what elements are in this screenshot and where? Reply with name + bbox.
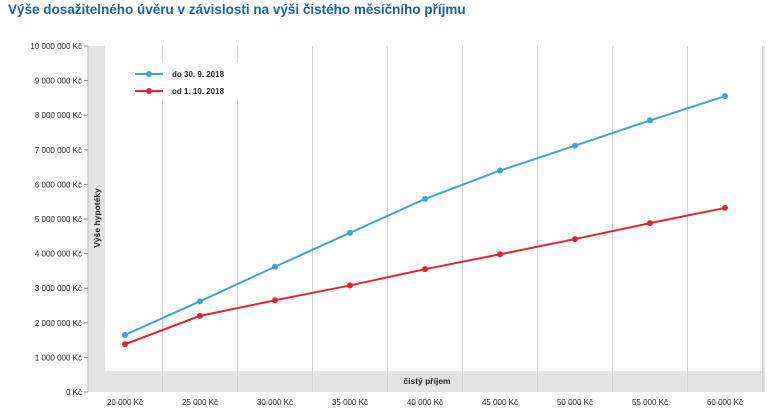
data-point xyxy=(122,341,128,348)
y-tick-label: 8 000 000 Kč xyxy=(35,111,82,120)
y-axis-title: Výše hypotéky xyxy=(92,188,102,248)
y-tick-label: 3 000 000 Kč xyxy=(35,284,82,293)
y-axis-band xyxy=(88,46,105,392)
data-point xyxy=(122,331,128,338)
x-axis-title: čistý příjem xyxy=(403,376,451,386)
y-tick-label: 10 000 000 Kč xyxy=(30,42,82,51)
data-point xyxy=(347,282,353,289)
y-axis: 0 Kč 1 000 000 Kč 2 000 000 Kč 3 000 000 Kč… xyxy=(30,42,88,397)
legend: do 30. 9. 2018 od 1. 10. 2018 xyxy=(127,63,247,101)
data-point xyxy=(422,266,428,273)
series-group xyxy=(122,93,728,348)
series-line-1 xyxy=(124,95,726,336)
x-tick-label: 20 000 Kč xyxy=(107,398,143,407)
y-tick-label: 2 000 000 Kč xyxy=(35,319,82,328)
data-point xyxy=(497,167,503,174)
legend-marker-series-1 xyxy=(146,71,152,77)
data-point xyxy=(197,298,203,305)
legend-label-series-2: od 1. 10. 2018 xyxy=(172,87,225,96)
data-point xyxy=(722,204,728,211)
data-point xyxy=(422,195,428,202)
x-tick-label: 50 000 Kč xyxy=(557,398,593,407)
data-point xyxy=(272,297,278,304)
x-axis: 20 000 Kč 25 000 Kč 30 000 Kč 35 000 Kč 40 0… xyxy=(107,398,743,407)
data-point xyxy=(647,220,653,227)
y-tick-label: 0 Kč xyxy=(66,388,82,397)
x-tick-label: 60 000 Kč xyxy=(707,398,743,407)
data-point xyxy=(572,236,578,243)
chart-title: Výše dosažitelného úvěru v závislosti na… xyxy=(8,2,466,17)
x-axis-band xyxy=(88,371,764,392)
data-point xyxy=(572,142,578,149)
y-tick-label: 1 000 000 Kč xyxy=(35,353,82,362)
legend-marker-series-2 xyxy=(146,88,152,94)
legend-box xyxy=(127,63,247,101)
y-tick-label: 9 000 000 Kč xyxy=(35,77,82,86)
data-point xyxy=(272,263,278,270)
x-tick-label: 30 000 Kč xyxy=(257,398,293,407)
x-tick-label: 45 000 Kč xyxy=(482,398,518,407)
data-point xyxy=(647,117,653,124)
legend-label-series-1: do 30. 9. 2018 xyxy=(172,70,225,79)
x-tick-label: 35 000 Kč xyxy=(332,398,368,407)
x-tick-label: 55 000 Kč xyxy=(632,398,668,407)
y-tick-label: 7 000 000 Kč xyxy=(35,146,82,155)
series-line-2 xyxy=(124,206,726,346)
data-point xyxy=(497,251,503,258)
x-tick-label: 40 000 Kč xyxy=(407,398,443,407)
grid xyxy=(162,46,765,392)
data-point xyxy=(722,93,728,100)
data-point xyxy=(347,229,353,236)
y-tick-label: 6 000 000 Kč xyxy=(35,180,82,189)
x-tick-label: 25 000 Kč xyxy=(182,398,218,407)
data-point xyxy=(197,312,203,319)
y-tick-label: 4 000 000 Kč xyxy=(35,250,82,259)
y-tick-label: 5 000 000 Kč xyxy=(35,215,82,224)
